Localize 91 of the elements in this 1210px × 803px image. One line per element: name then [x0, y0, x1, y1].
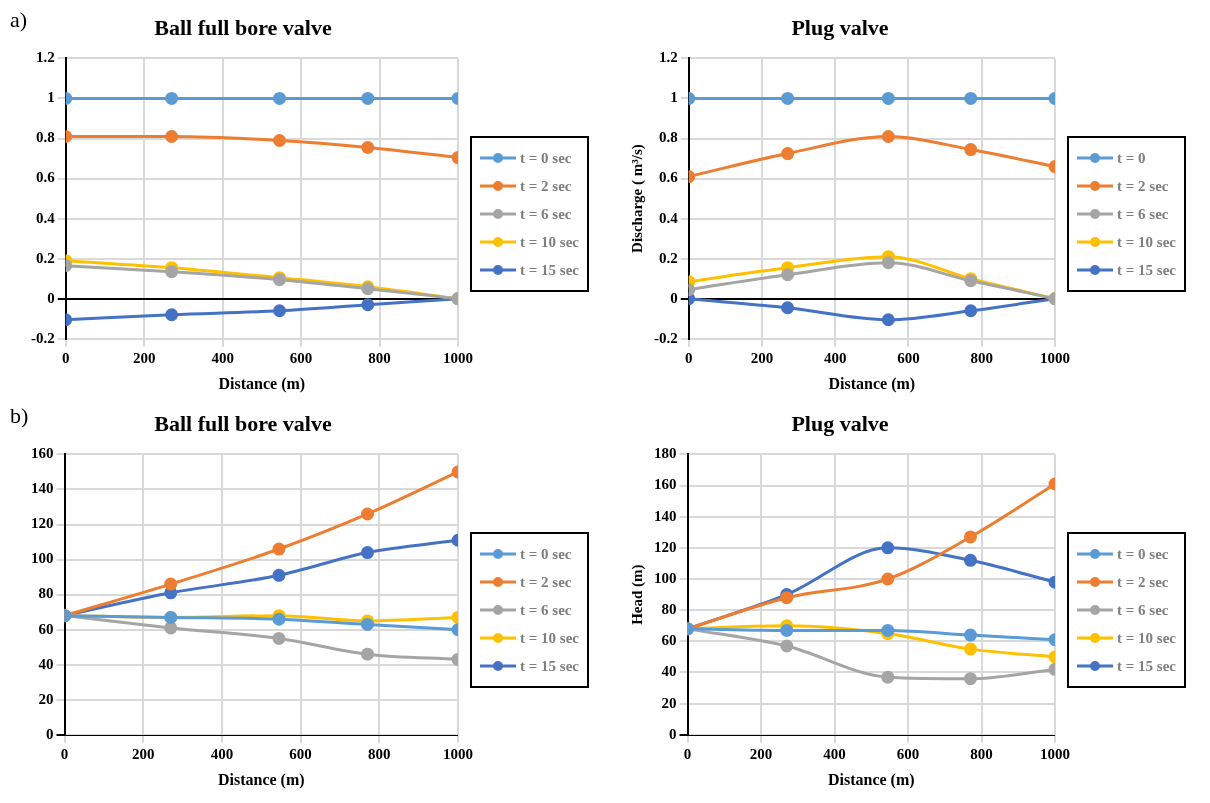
legend-label: t = 15 sec: [520, 261, 579, 279]
y-tick-label: 0: [669, 725, 677, 742]
y-tick-label: 0.4: [659, 209, 679, 226]
y-tick-label: 0.8: [36, 129, 55, 146]
y-tick-label: 140: [31, 480, 54, 497]
x-tick-label: 600: [896, 745, 920, 762]
x-tick-label: 0: [683, 745, 692, 762]
legend-label: t = 2 sec: [520, 177, 572, 195]
x-axis-title: Distance (m): [217, 770, 305, 789]
x-tick-label: 200: [750, 349, 774, 366]
legend-label: t = 10 sec: [520, 629, 579, 647]
y-tick-label: 80: [661, 601, 677, 618]
x-tick-label: 200: [132, 349, 156, 366]
x-tick-label: 1000: [1040, 745, 1070, 762]
y-tick-label: 0.2: [36, 249, 55, 266]
y-axis-title: Discharge ( m³/s): [628, 144, 646, 253]
y-tick-label: 60: [661, 632, 677, 649]
y-tick-label: 40: [661, 663, 677, 680]
y-tick-label: -0.2: [654, 329, 678, 346]
legend-label: t = 10 sec: [1117, 629, 1176, 647]
y-tick-label: 180: [654, 445, 677, 462]
x-tick-label: 1000: [443, 349, 473, 366]
x-tick-label: 1000: [443, 745, 473, 762]
legend-label: t = 10 sec: [520, 233, 579, 251]
x-tick-label: 600: [897, 349, 920, 366]
legend-label: t = 6 sec: [520, 601, 572, 619]
legend-label: t = 2 sec: [520, 573, 572, 591]
y-tick-label: 160: [654, 476, 677, 493]
chart-title: Ball full bore valve: [154, 410, 332, 436]
y-tick-label: 0: [47, 289, 55, 306]
legend-label: t = 2 sec: [1117, 573, 1169, 591]
y-tick-label: 1: [670, 89, 678, 106]
x-axis-title: Distance (m): [827, 770, 915, 789]
chart-title: Plug valve: [791, 410, 889, 436]
y-tick-label: 80: [38, 585, 54, 602]
text: b): [10, 402, 29, 428]
y-tick-label: 1.2: [36, 49, 55, 66]
legend-label: t = 10 sec: [1117, 233, 1176, 251]
x-tick-label: 400: [211, 349, 234, 366]
legend-label: t = 15 sec: [1117, 261, 1176, 279]
legend-label: t = 0 sec: [520, 545, 572, 563]
x-tick-label: 600: [289, 349, 313, 366]
y-tick-label: 100: [31, 550, 54, 567]
x-tick-label: 400: [823, 745, 846, 762]
chart-title: Ball full bore valve: [154, 14, 332, 40]
y-tick-label: 60: [38, 620, 54, 637]
legend-label: t = 0 sec: [1117, 545, 1169, 563]
legend-label: t = 6 sec: [520, 205, 572, 223]
y-tick-label: 0.6: [659, 169, 679, 186]
y-tick-label: 120: [654, 538, 677, 555]
y-tick-label: 0: [46, 725, 54, 742]
x-tick-label: 1000: [1040, 349, 1070, 366]
y-tick-label: 1: [47, 89, 55, 106]
x-tick-label: 800: [368, 745, 391, 762]
legend-label: t = 6 sec: [1117, 601, 1169, 619]
y-tick-label: 0: [670, 289, 678, 306]
x-tick-label: 800: [368, 349, 391, 366]
y-tick-label: 0.8: [659, 129, 678, 146]
x-tick-label: 600: [289, 745, 312, 762]
legend-label: t = 15 sec: [520, 657, 579, 675]
legend-label: t = 15 sec: [1117, 657, 1176, 675]
legend-label: t = 6 sec: [1117, 205, 1169, 223]
y-tick-label: 20: [661, 694, 677, 711]
x-axis-title: Distance (m): [218, 374, 306, 393]
y-tick-label: 1.2: [659, 49, 678, 66]
y-tick-label: 40: [38, 655, 54, 672]
y-tick-label: 0.2: [659, 249, 678, 266]
legend-label: t = 2 sec: [1117, 177, 1169, 195]
y-tick-label: 100: [654, 569, 677, 586]
y-tick-label: 140: [654, 507, 677, 524]
x-tick-label: 800: [970, 745, 993, 762]
text: a): [10, 6, 28, 32]
x-tick-label: 400: [210, 745, 234, 762]
x-tick-label: 800: [970, 349, 993, 366]
x-tick-label: 200: [749, 745, 773, 762]
y-tick-label: 20: [38, 690, 54, 707]
y-tick-label: 120: [31, 515, 54, 532]
x-tick-label: 0: [685, 349, 693, 366]
x-tick-label: 400: [824, 349, 847, 366]
x-axis-title: Distance (m): [828, 374, 916, 393]
y-axis-title: Head (m): [628, 564, 646, 625]
legend-label: t = 0 sec: [520, 149, 572, 167]
chart-title: Plug valve: [791, 14, 889, 40]
legend-label: t = 0: [1117, 149, 1146, 167]
y-tick-label: 160: [31, 445, 54, 462]
y-tick-label: -0.2: [31, 329, 55, 346]
x-tick-label: 200: [131, 745, 155, 762]
y-tick-label: 0.6: [36, 169, 56, 186]
y-tick-label: 0.4: [36, 209, 56, 226]
x-tick-label: 0: [60, 745, 69, 762]
x-tick-label: 0: [62, 349, 70, 366]
